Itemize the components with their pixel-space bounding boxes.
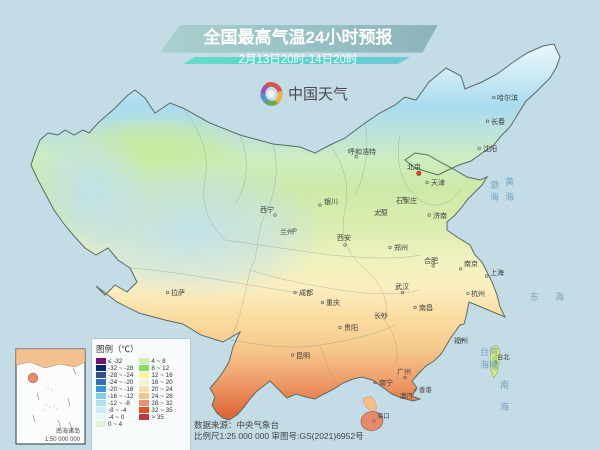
svg-text:杭州: 杭州: [471, 289, 485, 298]
svg-text:广州: 广州: [397, 367, 411, 376]
svg-text:海: 海: [555, 291, 564, 302]
svg-text:哈尔滨: 哈尔滨: [497, 93, 518, 102]
svg-text:福州: 福州: [454, 336, 468, 345]
svg-text:渤: 渤: [490, 179, 499, 190]
svg-text:南昌: 南昌: [419, 303, 433, 312]
svg-text:海: 海: [505, 191, 514, 202]
svg-text:香港: 香港: [419, 385, 432, 394]
svg-text:比例尺1:25 000 000 审图号:GS(2021)6: 比例尺1:25 000 000 审图号:GS(2021)6952号: [194, 431, 364, 441]
svg-text:台湾: 台湾: [480, 346, 498, 357]
svg-text:东: 东: [530, 291, 539, 302]
svg-text:海: 海: [500, 401, 509, 412]
svg-text:天津: 天津: [431, 179, 445, 187]
svg-text:拉萨: 拉萨: [171, 288, 185, 297]
svg-text:武汉: 武汉: [395, 282, 409, 291]
svg-text:上海: 上海: [490, 268, 504, 277]
svg-text:银川: 银川: [324, 197, 338, 206]
svg-text:郑州: 郑州: [394, 244, 408, 252]
svg-text:1:50 000 000: 1:50 000 000: [45, 437, 81, 443]
svg-text:南宁: 南宁: [379, 378, 393, 387]
svg-text:沈阳: 沈阳: [483, 144, 497, 153]
svg-text:中国天气: 中国天气: [288, 86, 348, 103]
svg-text:数据来源：中央气象台: 数据来源：中央气象台: [194, 420, 279, 430]
svg-text:南京: 南京: [464, 259, 478, 268]
svg-text:长春: 长春: [491, 117, 505, 126]
svg-text:海口: 海口: [377, 411, 390, 420]
svg-text:昆明: 昆明: [296, 352, 310, 360]
svg-text:成都: 成都: [299, 288, 313, 297]
svg-text:黄: 黄: [505, 176, 514, 187]
svg-text:北京: 北京: [407, 162, 421, 171]
svg-text:海峡: 海峡: [480, 359, 498, 370]
svg-text:石家庄: 石家庄: [396, 196, 417, 205]
svg-text:澳门: 澳门: [400, 391, 413, 400]
svg-text:济南: 济南: [433, 211, 447, 220]
svg-text:重庆: 重庆: [326, 298, 340, 307]
svg-text:全国最高气温24小时预报: 全国最高气温24小时预报: [203, 27, 393, 47]
svg-text:太原: 太原: [374, 208, 388, 217]
svg-text:台北: 台北: [497, 352, 510, 361]
svg-text:西宁: 西宁: [260, 205, 274, 214]
svg-text:兰州: 兰州: [280, 227, 294, 236]
svg-text:南: 南: [500, 379, 509, 390]
svg-text:贵阳: 贵阳: [344, 323, 358, 332]
svg-text:海: 海: [490, 191, 499, 202]
svg-text:长沙: 长沙: [374, 311, 388, 320]
svg-text:呼和浩特: 呼和浩特: [348, 147, 376, 156]
svg-text:西安: 西安: [337, 233, 351, 242]
svg-text:南海诸岛: 南海诸岛: [56, 427, 80, 435]
svg-text:2月13日20时-14日20时: 2月13日20时-14日20时: [239, 53, 358, 66]
svg-text:合肥: 合肥: [424, 256, 438, 265]
